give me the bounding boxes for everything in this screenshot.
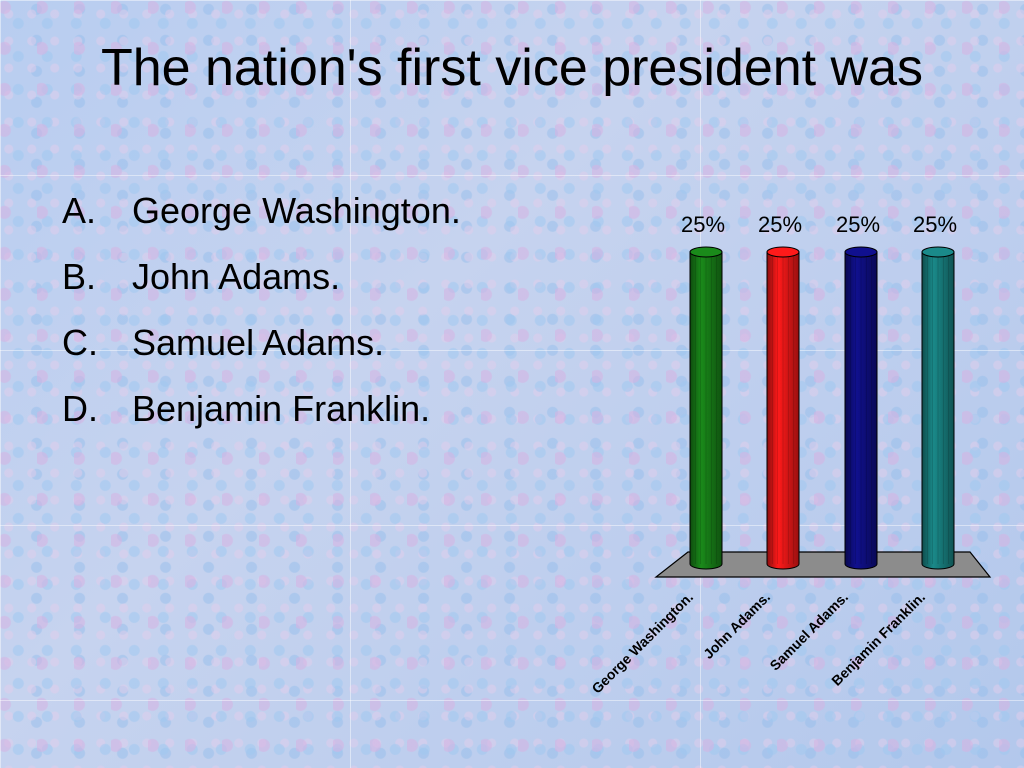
bar-cap — [766, 246, 800, 258]
slide-title: The nation's first vice president was — [100, 39, 924, 97]
answer-text: Samuel Adams. — [132, 322, 385, 363]
bar — [921, 251, 955, 570]
category-tick-label: Samuel Adams. — [766, 589, 851, 674]
bar-cap — [844, 246, 878, 258]
bar — [766, 251, 800, 570]
answer-letter: D. — [62, 388, 98, 429]
data-label: 25% — [913, 212, 957, 237]
category-tick-label: George Washington. — [588, 589, 696, 697]
answer-option-d[interactable]: D. Benjamin Franklin. — [62, 386, 482, 432]
data-label: 25% — [681, 212, 725, 237]
answer-text: Benjamin Franklin. — [132, 388, 431, 429]
bar-cap — [689, 246, 723, 258]
answer-letter: B. — [62, 256, 97, 297]
bar — [689, 251, 723, 570]
data-label: 25% — [758, 212, 802, 237]
answer-letter: A. — [62, 190, 97, 231]
answer-option-a[interactable]: A. George Washington. — [62, 188, 482, 234]
answer-letter: C. — [62, 322, 98, 363]
answer-text: George Washington. — [132, 190, 461, 231]
answer-option-c[interactable]: C. Samuel Adams. — [62, 320, 482, 366]
category-tick-label: John Adams. — [700, 589, 773, 662]
answer-list: A. George Washington. B. John Adams. C. … — [62, 188, 482, 452]
data-label: 25% — [836, 212, 880, 237]
bar-cap — [921, 246, 955, 258]
answer-option-b[interactable]: B. John Adams. — [62, 254, 482, 300]
answer-text: John Adams. — [132, 256, 341, 297]
bar — [844, 251, 878, 570]
